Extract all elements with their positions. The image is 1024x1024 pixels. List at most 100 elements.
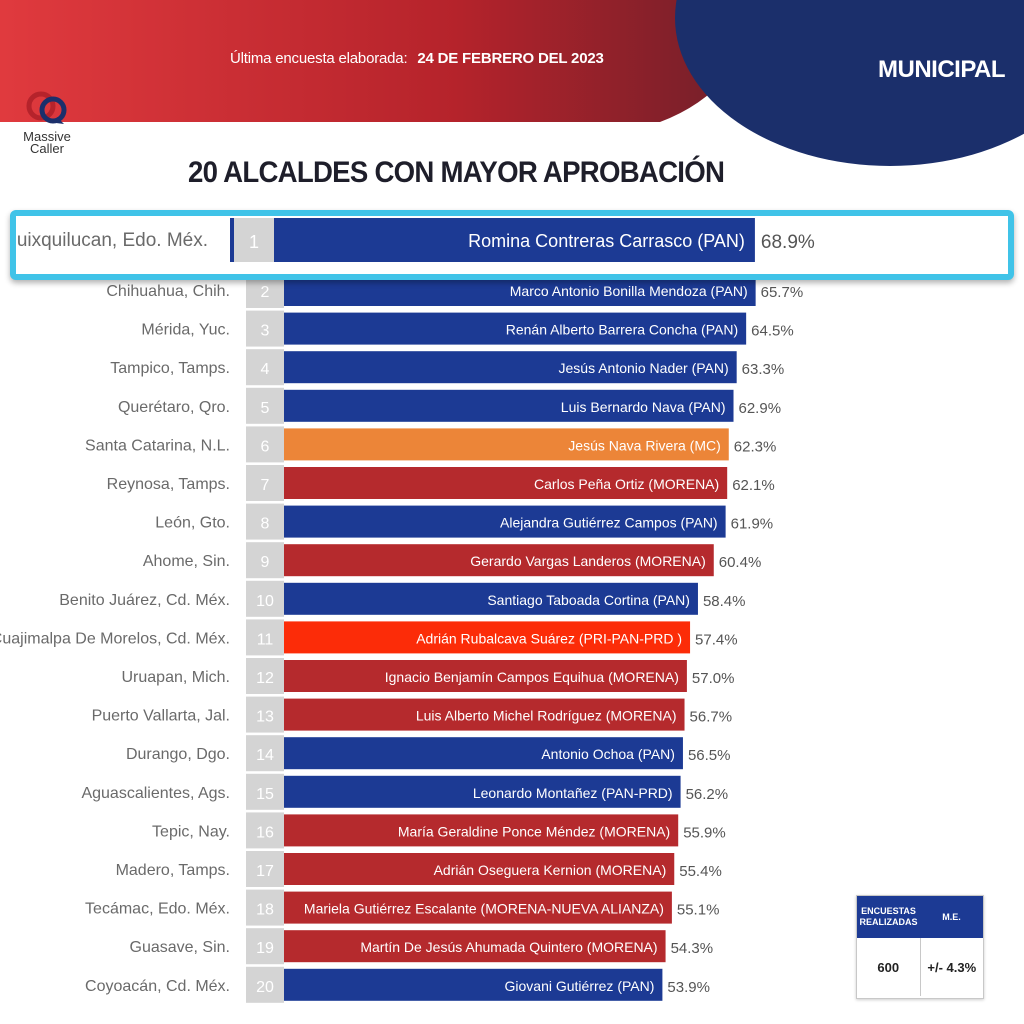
city-label: Madero, Tamps. — [116, 862, 230, 879]
mayor-label: Carlos Peña Ortiz (MORENA) — [534, 476, 719, 492]
city-label: Uruapan, Mich. — [122, 669, 231, 686]
city-label: Puerto Vallarta, Jal. — [92, 708, 230, 725]
bar — [284, 351, 737, 384]
rank-box — [246, 619, 284, 656]
logo-icon — [26, 91, 67, 124]
city-label: Reynosa, Tamps. — [107, 476, 230, 493]
mayor-label: Alejandra Gutiérrez Campos (PAN) — [500, 515, 718, 531]
highlight-row-graphics: Huixquilucan, Edo. Méx. 1 Romina Contreras… — [16, 218, 815, 262]
bar — [284, 389, 734, 422]
city-label: Tampico, Tamps. — [110, 360, 230, 377]
value-label: 58.4% — [703, 593, 746, 610]
rank-number: 14 — [256, 747, 274, 764]
value-label: 68.9% — [761, 232, 815, 253]
value-label: 60.4% — [719, 554, 762, 571]
value-label: 62.1% — [732, 477, 775, 494]
rank-number: 5 — [261, 400, 270, 417]
bar — [284, 544, 714, 577]
city-label: Querétaro, Qro. — [118, 399, 230, 416]
bar — [284, 775, 681, 808]
rank-number: 13 — [256, 709, 274, 726]
mayor-label: Romina Contreras Carrasco (PAN) — [468, 231, 745, 251]
bar — [284, 853, 675, 885]
city-label: Durango, Dgo. — [126, 746, 230, 763]
survey-date-line: Última encuesta elaborada: 24 DE FEBRERO… — [230, 50, 604, 67]
city-label: Mérida, Yuc. — [141, 322, 230, 339]
mayor-label: Martín De Jesús Ahumada Quintero (MORENA… — [360, 939, 657, 955]
city-label: Guasave, Sin. — [130, 939, 231, 956]
rank-box — [246, 426, 284, 463]
rank-number: 7 — [261, 477, 270, 494]
navy-header-shape — [675, 0, 1024, 166]
bar — [284, 467, 728, 499]
mayor-label: Luis Alberto Michel Rodríguez (MORENA) — [416, 708, 677, 724]
rank-box — [246, 735, 284, 772]
mayor-label: Luis Bernardo Nava (PAN) — [561, 399, 726, 415]
bar — [284, 505, 726, 538]
value-label: 54.3% — [671, 940, 714, 957]
city-label: León, Gto. — [155, 515, 230, 532]
city-label: Tepic, Nay. — [152, 823, 230, 840]
rank-number: 2 — [261, 284, 270, 301]
bar — [284, 930, 666, 963]
bar — [284, 814, 679, 847]
surveys-header: ENCUESTAS REALIZADAS — [859, 906, 918, 927]
city-label: Cuajimalpa De Morelos, Cd. Méx. — [0, 630, 230, 647]
rank-number: 15 — [256, 786, 274, 803]
bar — [284, 891, 672, 924]
section-label: MUNICIPAL — [878, 56, 1006, 83]
mayor-label: Marco Antonio Bonilla Mendoza (PAN) — [510, 283, 748, 299]
rank-box — [246, 349, 284, 386]
rank-number: 19 — [256, 940, 274, 957]
value-label: 61.9% — [731, 516, 774, 533]
city-label: Santa Catarina, N.L. — [85, 437, 230, 454]
city-label: Coyoacán, Cd. Méx. — [85, 978, 230, 995]
bar — [284, 621, 691, 654]
logo-text-2: Caller — [30, 141, 64, 156]
mayor-label: Adrián Rubalcava Suárez (PRI-PAN-PRD ) — [416, 630, 682, 646]
highlight-top-row: Huixquilucan, Edo. Méx. 1 Romina Contreras… — [10, 210, 1014, 280]
value-label: 65.7% — [761, 284, 804, 301]
value-label: 57.4% — [695, 631, 738, 648]
rank-number: 16 — [256, 824, 274, 841]
city-label: Ahome, Sin. — [143, 553, 230, 570]
rank-number: 9 — [261, 554, 270, 571]
mayor-label: Ignacio Benjamín Campos Equihua (MORENA) — [385, 669, 679, 685]
rank-number: 12 — [256, 670, 274, 687]
rank-box — [246, 928, 284, 965]
mayor-label: Jesús Nava Rivera (MC) — [568, 437, 720, 453]
rank-number: 17 — [256, 863, 274, 880]
margin-error-value: +/- 4.3% — [927, 959, 977, 975]
red-header-shape — [0, 0, 760, 122]
rank-number: 10 — [256, 593, 274, 610]
mayor-label: Gerardo Vargas Landeros (MORENA) — [470, 553, 706, 569]
rank-number: 4 — [261, 361, 270, 378]
value-label: 63.3% — [742, 361, 785, 378]
city-label: Tecámac, Edo. Méx. — [85, 901, 230, 918]
rank-number: 11 — [257, 631, 274, 648]
value-label: 64.5% — [751, 323, 794, 340]
mayor-label: Antonio Ochoa (PAN) — [541, 746, 675, 762]
value-label: 55.9% — [683, 824, 726, 841]
survey-date: 24 DE FEBRERO DEL 2023 — [417, 50, 604, 67]
mayor-label: Jesús Antonio Nader (PAN) — [559, 360, 729, 376]
rank-box — [246, 812, 284, 849]
survey-label: Última encuesta elaborada: — [230, 50, 408, 67]
massive-caller-logo: Massive Caller — [12, 90, 82, 155]
rank-box — [246, 889, 284, 926]
value-label: 56.2% — [686, 786, 729, 803]
rank-box — [246, 773, 284, 810]
margin-error-header: M.E. — [942, 911, 961, 922]
rank-number: 18 — [256, 902, 274, 919]
chart-title: 20 ALCALDES CON MAYOR APROBACIÓN — [188, 156, 725, 189]
mayor-label: Renán Alberto Barrera Concha (PAN) — [506, 322, 738, 338]
bar — [284, 660, 687, 692]
rank-box — [246, 580, 284, 617]
value-label: 56.7% — [690, 709, 733, 726]
city-label: Aguascalientes, Ags. — [81, 785, 230, 802]
bar — [274, 218, 755, 262]
bar — [284, 737, 683, 770]
rank-box — [246, 851, 284, 887]
mayor-label: Adrián Oseguera Kernion (MORENA) — [434, 862, 667, 878]
bar — [284, 582, 698, 615]
